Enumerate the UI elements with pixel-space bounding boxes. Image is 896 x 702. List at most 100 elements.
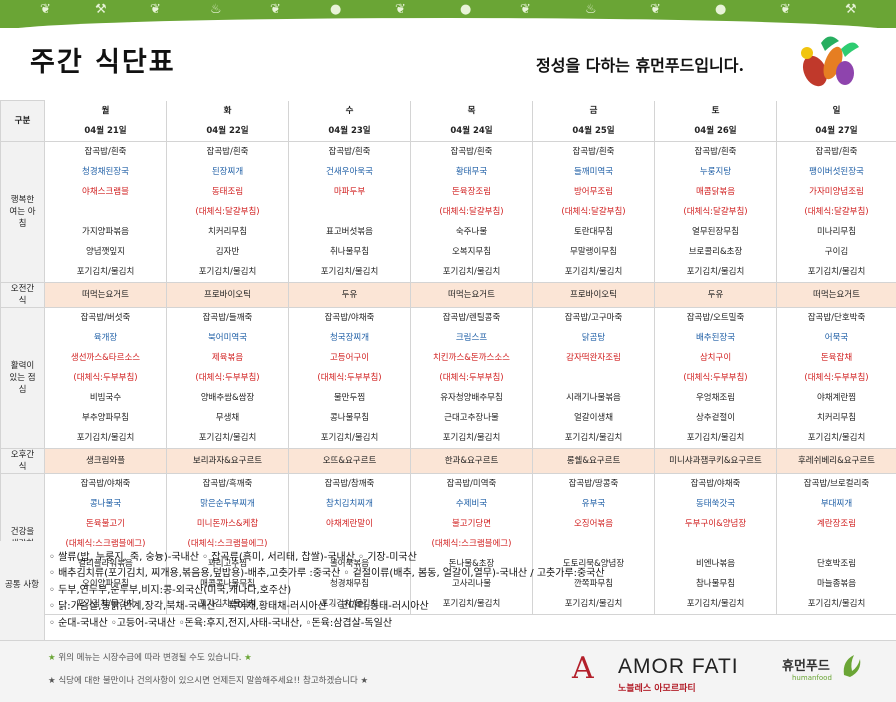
day-name: 목 [410, 100, 533, 121]
leaf-icon: ❦ [270, 2, 281, 17]
fruit-icon: ● [460, 2, 472, 17]
meal-label: 활력이 있는 점심 [0, 306, 45, 449]
day-date: 04월 26일 [654, 120, 777, 142]
menu-item: 후레쉬베리&요구르트 [776, 447, 896, 474]
meal-row: (대체식:두부부침) (대체식:두부부침) (대체식:두부부침) (대체식:두부부침)… [1, 367, 896, 388]
menu-item: 콩나물무침 [288, 407, 411, 428]
meal-row: 오이양파무침 매콤콩나물무침 청경채무침 고사리나물 깐쪽파무침 참나물무침 마늘종볶음 [1, 573, 896, 594]
menu-item: 잡곡밥/버섯죽 [44, 306, 167, 328]
menu-item: 잡곡밥/땅콩죽 [532, 472, 655, 494]
menu-item: 치커리무침 [776, 407, 896, 428]
meal-row: 청경채된장국 된장찌개 건새우아욱국 황태무국 들깨미역국 누룽지탕 팽이버섯된장국 [1, 161, 896, 182]
menu-item: 부대찌개 [776, 493, 896, 514]
pot-icon: ♨ [210, 2, 222, 17]
menu-item: 잡곡밥/들깨죽 [166, 306, 289, 328]
menu-item: (대체식:두부부침) [288, 367, 411, 388]
menu-item: 포기김치/물김치 [654, 261, 777, 283]
menu-item: 된장찌개 [166, 161, 289, 182]
menu-item: 가자미양념조림 [776, 181, 896, 202]
menu-item: 두부구이&양념장 [654, 513, 777, 534]
menu-item: 열무된장무침 [654, 221, 777, 242]
footer-note-1-text: 위의 메뉴는 시장수급에 따라 변경될 수도 있습니다. [58, 653, 242, 663]
menu-item: 크림스프 [410, 327, 533, 348]
menu-item: 오징어볶음 [532, 513, 655, 534]
menu-item: 포기김치/물김치 [532, 427, 655, 449]
vegetables-illustration-icon [801, 36, 859, 87]
humanfood-name: 휴먼푸드 [782, 659, 830, 674]
menu-item: 잡곡밥/브로컬리죽 [776, 472, 896, 494]
meal-row: 육개장 북어미역국 청국장찌개 크림스프 닭곰탕 배추된장국 어묵국 [1, 327, 896, 348]
meal-label: 오전간식 [0, 281, 45, 308]
menu-item: 불고기당면 [410, 513, 533, 534]
fruit-icon: ● [715, 2, 727, 17]
meal-row: 돈육불고기 미니돈까스&케찹 야채계란말이 불고기당면 오징어볶음 두부구이&양념장 계란장… [1, 513, 896, 534]
menu-item: 잡곡밥/야채죽 [288, 306, 411, 328]
snack-row: 오후간식 생크림와플 보리과자&요구르트 오뜨&요구르트 한과&요구르트 롱쉘&요구르트 미… [0, 447, 896, 474]
day-name: 수 [288, 100, 411, 121]
menu-item: 고등어구이 [288, 347, 411, 368]
menu-item: 육개장 [44, 327, 167, 348]
day-name: 월 [44, 100, 167, 121]
humanfood-swoosh-icon [843, 655, 861, 677]
leaf-icon: ❦ [395, 2, 406, 17]
menu-item: 누룽지탕 [654, 161, 777, 182]
menu-item [288, 201, 411, 222]
amor-fati-mark-icon: A [572, 651, 594, 686]
origin-notes: 공통 사항 ◦ 쌀류(밥, 누룽지, 죽, 숭늉)-국내산 ◦ 잡곡류(흑미, … [0, 541, 896, 641]
menu-item: 표고버섯볶음 [288, 221, 411, 242]
footer: ★ 위의 메뉴는 시장수급에 따라 변경될 수도 있습니다. ★ ★ 식당에 대… [0, 641, 896, 702]
footer-note-2-text: 식당에 대한 불만이나 건의사항이 있으시면 언제든지 말씀해주세요!! 참고하… [58, 676, 358, 686]
menu-item: 떠먹는요거트 [776, 281, 896, 308]
menu-item: 돈육장조림 [410, 181, 533, 202]
menu-item: 계란장조림 [776, 513, 896, 534]
amor-fati-name: AMOR FATI [618, 655, 739, 678]
leaf-icon: ❦ [40, 2, 51, 17]
day-name: 금 [532, 100, 655, 121]
amor-fati-logo: A AMOR FATI 노블레스 아모르파티 [572, 651, 762, 695]
meal-row: 양념깻잎지 김자반 취나물무침 오복지무침 무말랭이무침 브로콜리&초장 구이김 [1, 241, 896, 262]
menu-item: 잡곡밥/흑깨죽 [166, 472, 289, 494]
menu-item: 콩나물국 [44, 493, 167, 514]
menu-item: (대체식:두부부침) [776, 367, 896, 388]
meal-row: 비빔국수 양배추쌈&쌈장 물만두찜 유자청양배추무침 시래기나물볶음 우엉채조림 야채계란찜 [1, 387, 896, 408]
footer-note-1: ★ 위의 메뉴는 시장수급에 따라 변경될 수도 있습니다. ★ [48, 651, 252, 663]
day-date: 04월 21일 [44, 120, 167, 142]
menu-item: 잡곡밥/흰죽 [776, 140, 896, 162]
menu-item: 떠먹는요거트 [410, 281, 533, 308]
day-date: 04월 25일 [532, 120, 655, 142]
leaf-icon: ❦ [780, 2, 791, 17]
menu-item: 잡곡밥/흰죽 [44, 140, 167, 162]
menu-item: 돈육불고기 [44, 513, 167, 534]
footer-note-2: ★ 식당에 대한 불만이나 건의사항이 있으시면 언제든지 말씀해주세요!! 참… [48, 674, 368, 686]
menu-item: 무생채 [166, 407, 289, 428]
menu-item: 포기김치/물김치 [44, 261, 167, 283]
menu-item: 상추겉절이 [654, 407, 777, 428]
menu-item: 포기김치/물김치 [776, 261, 896, 283]
menu-item: 포기김치/물김치 [166, 261, 289, 283]
menu-item: 포기김치/물김치 [410, 261, 533, 283]
origin-line: ◦ 두부,연두부,순두부,비지:콩-외국산(미국,캐나다,호주산) [49, 584, 292, 596]
menu-item: 비빔국수 [44, 387, 167, 408]
menu-item: (대체식:두부부침) [44, 367, 167, 388]
menu-item: 프로바이오틱 [166, 281, 289, 308]
menu-item: 잡곡밥/오트밀죽 [654, 306, 777, 328]
page-title: 주간 식단표 [30, 47, 176, 78]
menu-item: 근대고추장나물 [410, 407, 533, 428]
menu-item: 잡곡밥/흰죽 [532, 140, 655, 162]
amor-fati-subtitle: 노블레스 아모르파티 [618, 684, 696, 694]
meal-row: 가지양파볶음 치커리무침 표고버섯볶음 숙주나물 토란대무침 열무된장무침 미나리무침 [1, 221, 896, 242]
menu-item [44, 201, 167, 222]
menu-item: (대체식:두부부침) [410, 367, 533, 388]
menu-item: 유자청양배추무침 [410, 387, 533, 408]
menu-item: 건새우아욱국 [288, 161, 411, 182]
day-date: 04월 24일 [410, 120, 533, 142]
menu-item: 치킨까스&돈까스소스 [410, 347, 533, 368]
menu-item: 미나리무침 [776, 221, 896, 242]
menu-item: 포기김치/물김치 [776, 427, 896, 449]
origin-lines: ◦ 쌀류(밥, 누룽지, 죽, 숭늉)-국내산 ◦ 잡곡류(흑미, 서리태, 찹… [49, 550, 605, 632]
menu-item: 야채계란말이 [288, 513, 411, 534]
star-icon: ★ [48, 653, 56, 663]
menu-item: 보리과자&요구르트 [166, 447, 289, 474]
menu-item: 방어무조림 [532, 181, 655, 202]
menu-item: 닭곰탕 [532, 327, 655, 348]
